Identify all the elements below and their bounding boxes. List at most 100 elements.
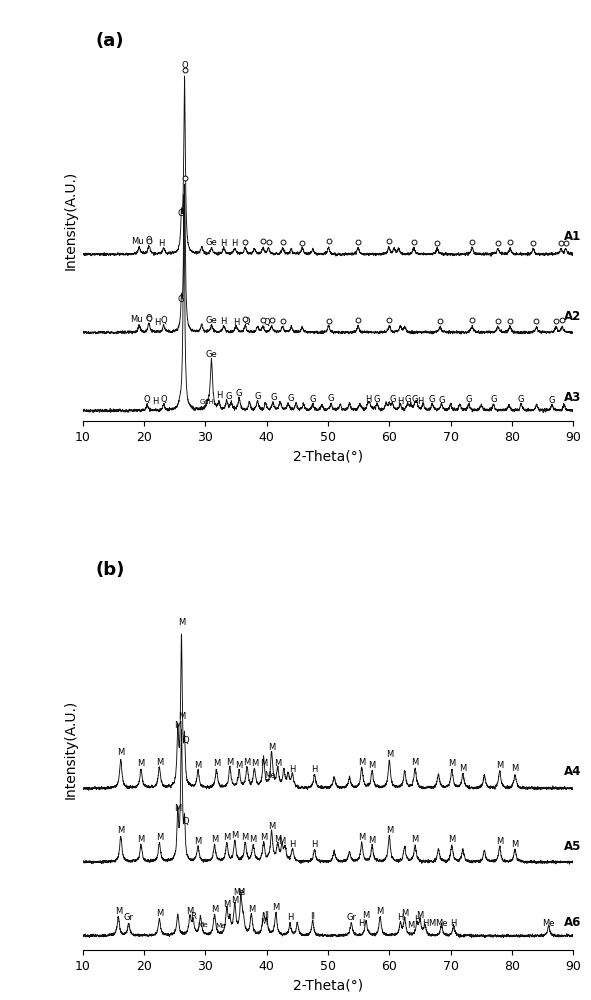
Text: H: H: [152, 397, 158, 406]
Text: M: M: [511, 764, 519, 773]
Text: H: H: [359, 919, 365, 928]
Text: Q: Q: [160, 316, 167, 325]
Text: M: M: [362, 911, 369, 920]
Text: H: H: [289, 840, 296, 849]
Text: M: M: [274, 759, 281, 768]
Text: M: M: [448, 759, 456, 768]
Text: M: M: [407, 921, 414, 930]
Text: H: H: [232, 239, 238, 248]
Text: A5: A5: [564, 840, 582, 853]
Text: G: G: [178, 295, 184, 304]
Text: H: H: [287, 913, 293, 922]
Text: M: M: [369, 761, 376, 770]
Text: G: G: [374, 395, 380, 404]
Text: G: G: [271, 393, 277, 402]
Text: G: G: [328, 394, 335, 403]
Y-axis label: Intensity(A.U.): Intensity(A.U.): [63, 171, 77, 270]
Text: G: G: [466, 395, 472, 404]
Text: M: M: [278, 837, 285, 846]
Text: G: G: [310, 395, 316, 404]
Text: M: M: [186, 907, 194, 916]
Text: M: M: [496, 761, 504, 770]
Text: GaH: GaH: [199, 399, 214, 405]
Text: M: M: [194, 837, 202, 846]
Text: M: M: [178, 618, 185, 627]
Text: H: H: [414, 915, 420, 924]
Text: G: G: [225, 392, 232, 401]
Text: M: M: [274, 835, 281, 844]
Text: M: M: [386, 826, 393, 835]
X-axis label: 2-Theta(°): 2-Theta(°): [293, 449, 363, 463]
Text: A6: A6: [564, 916, 582, 929]
Text: II: II: [264, 911, 269, 920]
Text: M: M: [376, 907, 384, 916]
Text: G: G: [491, 395, 497, 404]
Text: H: H: [450, 919, 457, 928]
Text: M: M: [260, 759, 267, 768]
Text: M: M: [496, 837, 504, 846]
Text: G: G: [236, 389, 242, 398]
Text: H: H: [311, 840, 318, 849]
Text: M: M: [156, 909, 163, 918]
Text: M: M: [226, 758, 233, 767]
Text: Q: Q: [145, 236, 152, 245]
Text: M: M: [448, 835, 456, 844]
Text: M: M: [401, 909, 408, 918]
Text: M: M: [260, 833, 267, 842]
Text: M: M: [178, 712, 185, 721]
Text: H: H: [233, 318, 239, 327]
Text: A2: A2: [564, 310, 582, 323]
Text: M: M: [358, 758, 365, 767]
Text: G: G: [518, 395, 524, 404]
Text: H: H: [220, 317, 227, 326]
Text: R: R: [190, 912, 196, 921]
Text: M: M: [459, 764, 466, 773]
Text: M: M: [211, 905, 218, 914]
Text: G: G: [178, 209, 184, 218]
Text: M: M: [251, 759, 258, 768]
Text: H: H: [397, 397, 404, 406]
Text: M: M: [223, 900, 230, 909]
Text: Ge: Ge: [206, 238, 217, 247]
Text: H: H: [397, 913, 404, 922]
Text: H: H: [220, 239, 227, 248]
Text: M: M: [249, 835, 257, 844]
Text: M: M: [416, 911, 424, 920]
Text: M: M: [115, 907, 122, 916]
Text: M: M: [117, 748, 124, 757]
Text: H: H: [422, 919, 428, 928]
Text: Me: Me: [435, 919, 448, 928]
Text: M: M: [268, 822, 275, 831]
Text: Q: Q: [243, 317, 251, 326]
Text: M: M: [235, 761, 243, 770]
Text: M: M: [511, 840, 519, 849]
Text: Me: Me: [264, 771, 275, 780]
Text: Q: Q: [264, 318, 270, 327]
Text: Me: Me: [543, 919, 555, 928]
Text: G: G: [412, 395, 418, 404]
Text: (b): (b): [95, 561, 124, 579]
X-axis label: 2-Theta(°): 2-Theta(°): [293, 978, 363, 992]
Text: G: G: [438, 396, 444, 405]
Text: Q: Q: [183, 817, 189, 826]
Text: Me: Me: [215, 923, 226, 929]
Text: M: M: [260, 918, 267, 927]
Text: Q: Q: [145, 314, 152, 323]
Text: Me: Me: [233, 888, 245, 897]
Text: M: M: [117, 826, 124, 835]
Text: G: G: [429, 395, 436, 404]
Text: M: M: [358, 833, 365, 842]
Text: Gr: Gr: [346, 913, 356, 922]
Text: M: M: [174, 804, 181, 813]
Text: A3: A3: [564, 391, 582, 404]
Text: M: M: [231, 896, 238, 905]
Text: H: H: [216, 391, 222, 400]
Text: M: M: [231, 831, 238, 840]
Text: A1: A1: [564, 230, 582, 243]
Text: M: M: [428, 919, 436, 928]
Text: M: M: [194, 761, 202, 770]
Text: M: M: [242, 833, 249, 842]
Text: A4: A4: [564, 765, 582, 778]
Text: M: M: [174, 721, 181, 730]
Text: H: H: [417, 397, 423, 406]
